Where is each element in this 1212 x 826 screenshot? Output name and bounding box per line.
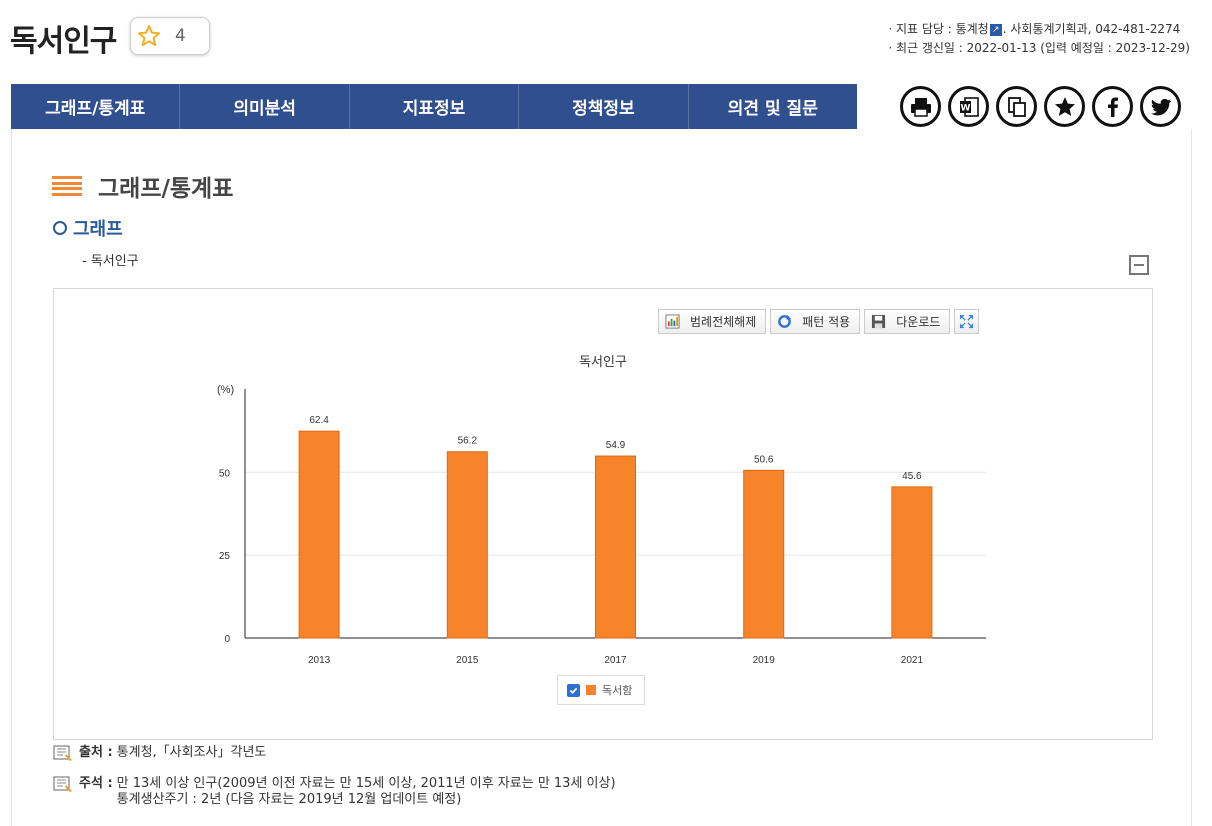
data-label: 50.6 bbox=[754, 454, 774, 465]
twitter-icon bbox=[1150, 98, 1171, 115]
check-icon bbox=[569, 687, 578, 694]
legend-off-button[interactable]: 범례전체해제 bbox=[658, 309, 767, 334]
tab-graph-table[interactable]: 그래프/통계표 bbox=[11, 84, 181, 129]
refresh-icon bbox=[778, 314, 792, 328]
star-outline-icon bbox=[138, 25, 160, 46]
content-panel: 그래프/통계표 그래프 - 독서인구 범례전체해제 패턴 적용 다운로드 독서인… bbox=[11, 129, 1192, 826]
x-tick-label: 2015 bbox=[456, 655, 479, 666]
copy-icon bbox=[1007, 96, 1026, 117]
svg-text:W: W bbox=[960, 103, 970, 113]
chart-legend: 독서함 bbox=[557, 675, 645, 705]
word-export-button[interactable]: W bbox=[948, 86, 989, 127]
word-icon: W bbox=[959, 96, 979, 117]
collapse-button[interactable] bbox=[1129, 255, 1149, 275]
bar bbox=[891, 486, 933, 639]
print-icon bbox=[910, 97, 931, 117]
legend-label: 독서함 bbox=[602, 684, 633, 697]
legend-off-label: 범례전체해제 bbox=[690, 315, 757, 329]
legend-checkbox[interactable] bbox=[567, 683, 580, 697]
indicator-meta: · 지표 담당 : 통계청 ↗. 사회통계기획과, 042-481-2274 · … bbox=[888, 20, 1190, 58]
book-icon bbox=[53, 745, 72, 761]
facebook-icon bbox=[1107, 97, 1118, 117]
tab-indicator-info[interactable]: 지표정보 bbox=[350, 84, 520, 129]
bar-chart-icon bbox=[665, 314, 680, 329]
fullscreen-button[interactable] bbox=[954, 309, 980, 334]
meta-owner: · 지표 담당 : 통계청 bbox=[888, 22, 989, 36]
source-note: 출처 : 통계청,「사회조사」각년도 bbox=[53, 745, 266, 761]
tab-analysis[interactable]: 의미분석 bbox=[180, 84, 350, 129]
bar bbox=[595, 455, 636, 639]
bookmark-button[interactable] bbox=[1044, 86, 1085, 127]
y-tick-label: 25 bbox=[219, 551, 231, 562]
minus-icon bbox=[1134, 264, 1144, 266]
section-title: 그래프/통계표 bbox=[98, 176, 234, 202]
remark-note: 주석 : 만 13세 이상 인구(2009년 이전 자료는 만 15세 이상, … bbox=[53, 776, 616, 808]
expand-icon bbox=[960, 314, 974, 329]
print-button[interactable] bbox=[900, 86, 941, 127]
circle-bullet-icon bbox=[53, 221, 67, 235]
download-button[interactable]: 다운로드 bbox=[864, 309, 951, 334]
share-toolbar: W bbox=[900, 86, 1181, 127]
y-tick-label: 50 bbox=[219, 468, 231, 479]
bar bbox=[446, 451, 488, 639]
meta-department: . 사회통계기획과, 042-481-2274 bbox=[1002, 22, 1181, 36]
copy-button[interactable] bbox=[996, 86, 1037, 127]
bar-chart: 독서인구 (%) 0 25 50 62.4 2013 56.2 2015 54.9 2017 50.6… bbox=[217, 354, 986, 666]
external-link-icon[interactable]: ↗ bbox=[989, 23, 1002, 36]
y-axis-unit: (%) bbox=[217, 384, 234, 396]
main-tabs: 그래프/통계표 의미분석 지표정보 정책정보 의견 및 질문 bbox=[11, 84, 857, 129]
graph-subheading: 그래프 bbox=[53, 215, 123, 241]
pattern-label: 패턴 적용 bbox=[802, 315, 851, 329]
favorite-button[interactable]: 4 bbox=[130, 17, 210, 55]
download-label: 다운로드 bbox=[896, 315, 941, 329]
chart-container: 범례전체해제 패턴 적용 다운로드 독서인구 (%) 0 25 50 62.4 2013 56… bbox=[53, 288, 1153, 740]
bar bbox=[298, 430, 340, 639]
pattern-button[interactable]: 패턴 적용 bbox=[770, 309, 861, 334]
x-tick-label: 2017 bbox=[604, 655, 627, 666]
tab-policy-info[interactable]: 정책정보 bbox=[519, 84, 689, 129]
page-title: 독서인구 bbox=[10, 24, 117, 59]
section-bar-icon bbox=[52, 176, 82, 196]
data-label: 45.6 bbox=[902, 471, 922, 482]
chart-title: 독서인구 bbox=[579, 354, 627, 369]
tab-questions[interactable]: 의견 및 질문 bbox=[727, 99, 818, 119]
source-text: 통계청,「사회조사」각년도 bbox=[116, 745, 267, 760]
section-heading: 그래프/통계표 bbox=[52, 169, 233, 203]
save-icon bbox=[872, 314, 886, 329]
data-label: 54.9 bbox=[606, 440, 626, 451]
chart-toolbar: 범례전체해제 패턴 적용 다운로드 bbox=[658, 309, 980, 334]
book-icon bbox=[53, 776, 72, 792]
star-icon bbox=[1054, 96, 1075, 116]
graph-item-label: - 독서인구 bbox=[82, 254, 139, 269]
y-tick-label: 0 bbox=[224, 634, 230, 645]
favorite-count: 4 bbox=[175, 26, 186, 46]
meta-update-date: · 최근 갱신일 : 2022-01-13 (입력 예정일 : 2023-12-… bbox=[888, 41, 1190, 55]
data-label: 56.2 bbox=[458, 436, 478, 447]
remark-label: 주석 : bbox=[79, 776, 113, 791]
data-label: 62.4 bbox=[309, 415, 329, 426]
x-tick-label: 2013 bbox=[308, 655, 331, 666]
legend-swatch bbox=[586, 685, 596, 695]
twitter-share-button[interactable] bbox=[1140, 86, 1181, 127]
bar bbox=[743, 469, 785, 639]
facebook-share-button[interactable] bbox=[1092, 86, 1133, 127]
x-tick-label: 2019 bbox=[753, 655, 776, 666]
remark-line-1: 만 13세 이상 인구(2009년 이전 자료는 만 15세 이상, 2011년… bbox=[116, 776, 616, 791]
graph-subtitle: 그래프 bbox=[73, 219, 123, 240]
remark-line-2: 통계생산주기 : 2년 (다음 자료는 2019년 12월 업데이트 예정) bbox=[116, 792, 462, 807]
x-tick-label: 2021 bbox=[901, 655, 924, 666]
source-label: 출처 : bbox=[79, 745, 113, 760]
